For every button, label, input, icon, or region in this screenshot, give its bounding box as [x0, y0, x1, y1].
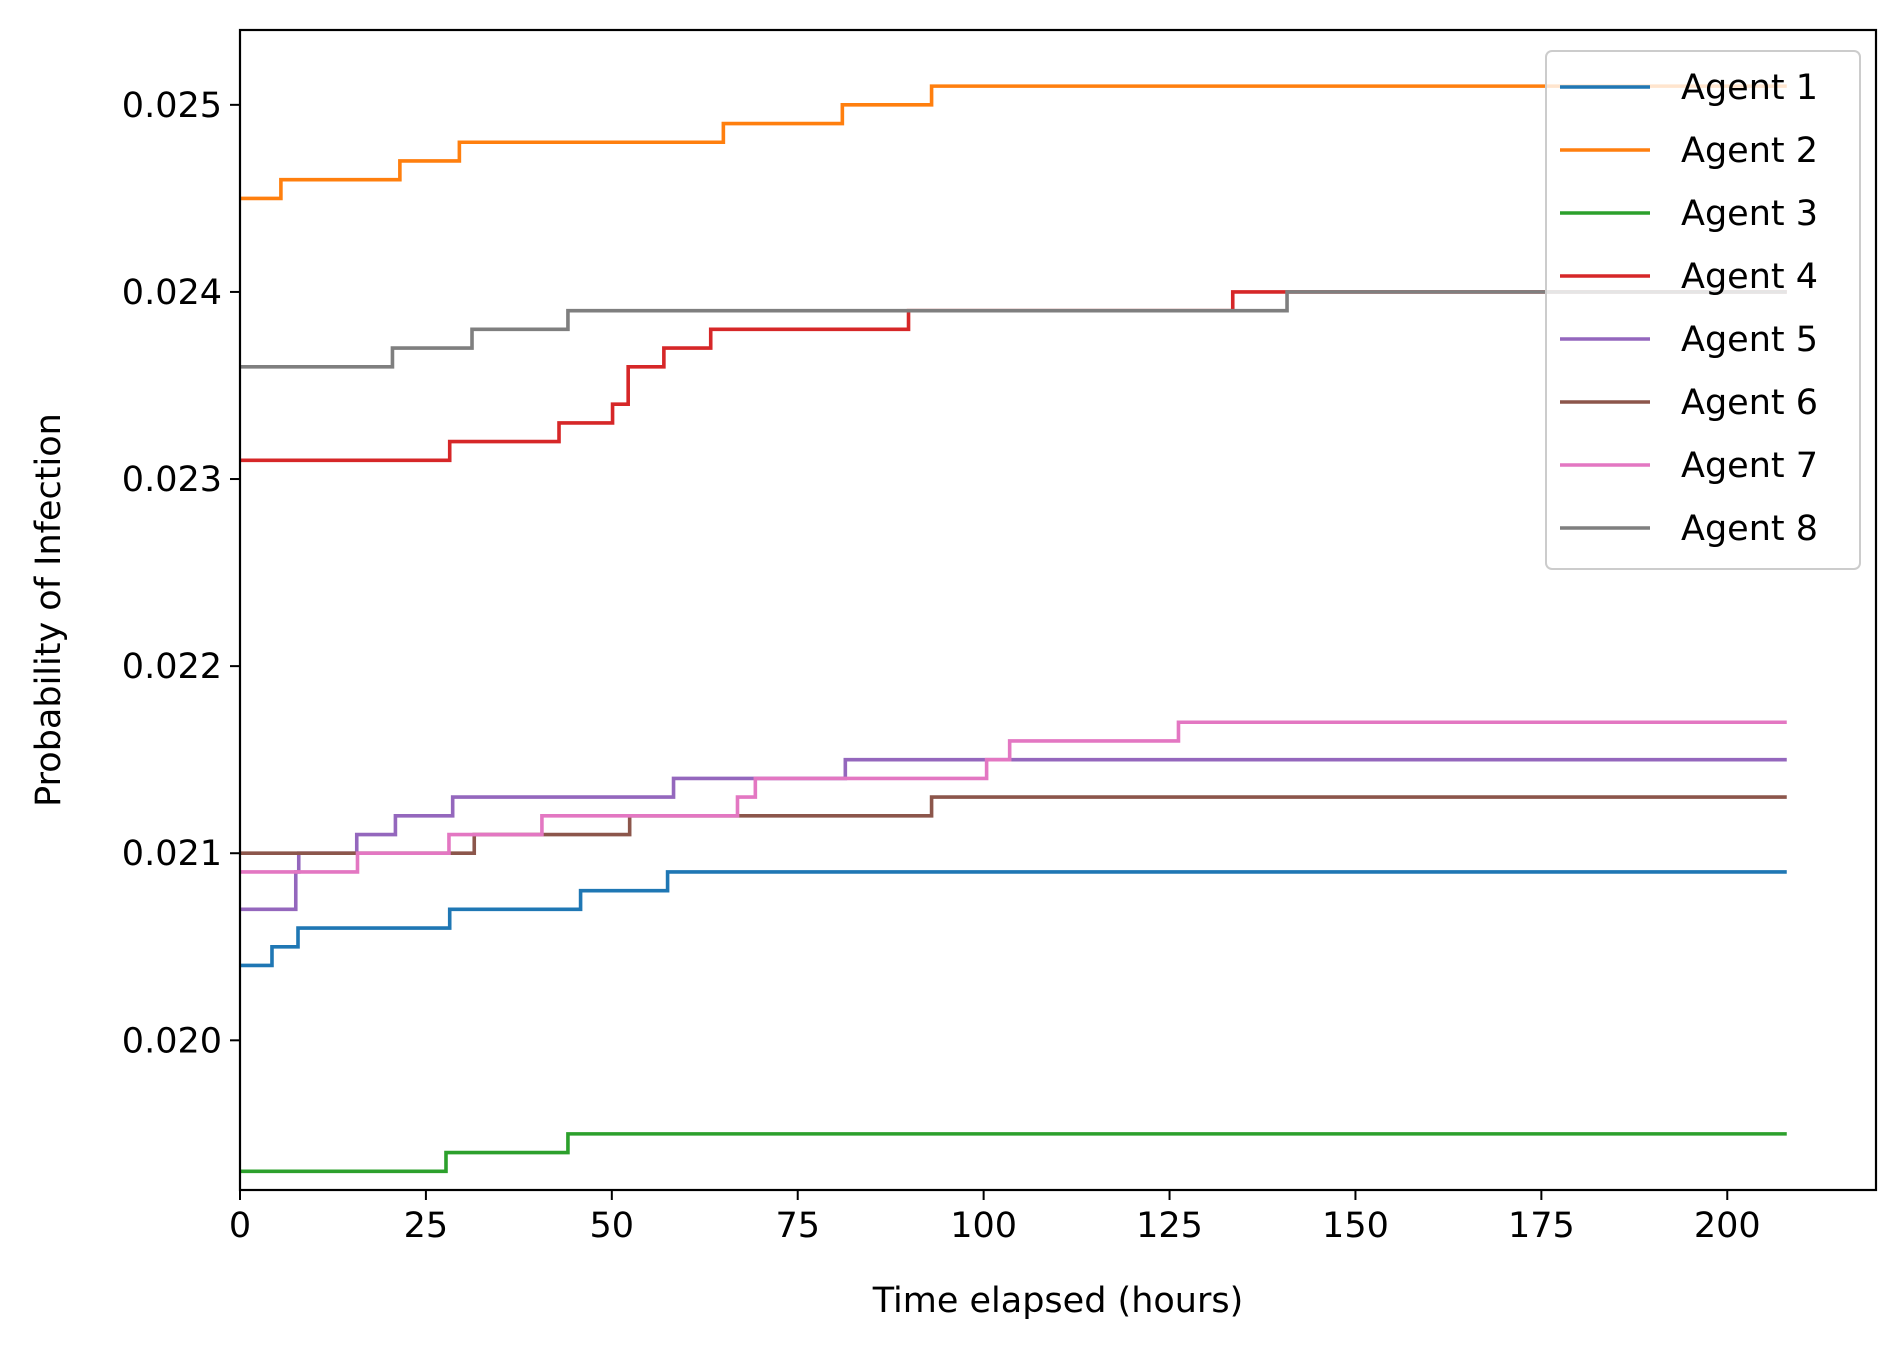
x-tick-label: 25: [404, 1206, 449, 1246]
series-layer: [240, 84, 1787, 1174]
x-tick-label: 150: [1322, 1206, 1389, 1246]
y-tick-label: 0.021: [122, 834, 222, 874]
x-tick-label: 75: [775, 1206, 820, 1246]
legend-label-agent-7: Agent 7: [1681, 446, 1818, 486]
y-tick-label: 0.024: [122, 273, 222, 313]
series-line-agent-2: [240, 84, 1787, 201]
legend: Agent 1 Agent 2 Agent 3 Agent 4 Agent 5 Agent…: [1545, 50, 1861, 570]
y-tick-label: 0.022: [122, 647, 222, 687]
legend-box: [1545, 50, 1861, 570]
x-tick-label: 50: [590, 1206, 635, 1246]
x-tick-label: 200: [1694, 1206, 1761, 1246]
y-tick-label: 0.020: [122, 1021, 222, 1061]
series-line-agent-7: [240, 720, 1787, 874]
y-axis-ticks: 0.020 0.021 0.022 0.023 0.024 0.025: [122, 86, 240, 1061]
x-tick-label: 100: [950, 1206, 1017, 1246]
legend-label-agent-8: Agent 8: [1681, 509, 1818, 549]
x-tick-label: 125: [1136, 1206, 1203, 1246]
legend-label-agent-5: Agent 5: [1681, 320, 1818, 360]
x-axis-ticks: 0 25 50 75 100 125 150 175 200: [229, 1190, 1761, 1246]
plot-frame: [238, 28, 1878, 1192]
legend-label-agent-6: Agent 6: [1681, 383, 1818, 423]
y-tick-label: 0.025: [122, 86, 222, 126]
x-tick-label: 175: [1508, 1206, 1575, 1246]
series-line-agent-3: [240, 1132, 1787, 1174]
legend-label-agent-1: Agent 1: [1681, 68, 1818, 108]
x-tick-label: 0: [229, 1206, 251, 1246]
legend-label-agent-2: Agent 2: [1681, 131, 1818, 171]
series-line-agent-8: [240, 290, 1787, 369]
y-tick-label: 0.023: [122, 460, 222, 500]
series-line-agent-6: [240, 795, 1787, 856]
legend-label-agent-4: Agent 4: [1681, 257, 1818, 297]
x-axis-label: Time elapsed (hours): [872, 1281, 1244, 1321]
legend-label-agent-3: Agent 3: [1681, 194, 1818, 234]
series-line-agent-1: [240, 870, 1787, 968]
y-axis-label: Probability of Infection: [29, 413, 69, 807]
